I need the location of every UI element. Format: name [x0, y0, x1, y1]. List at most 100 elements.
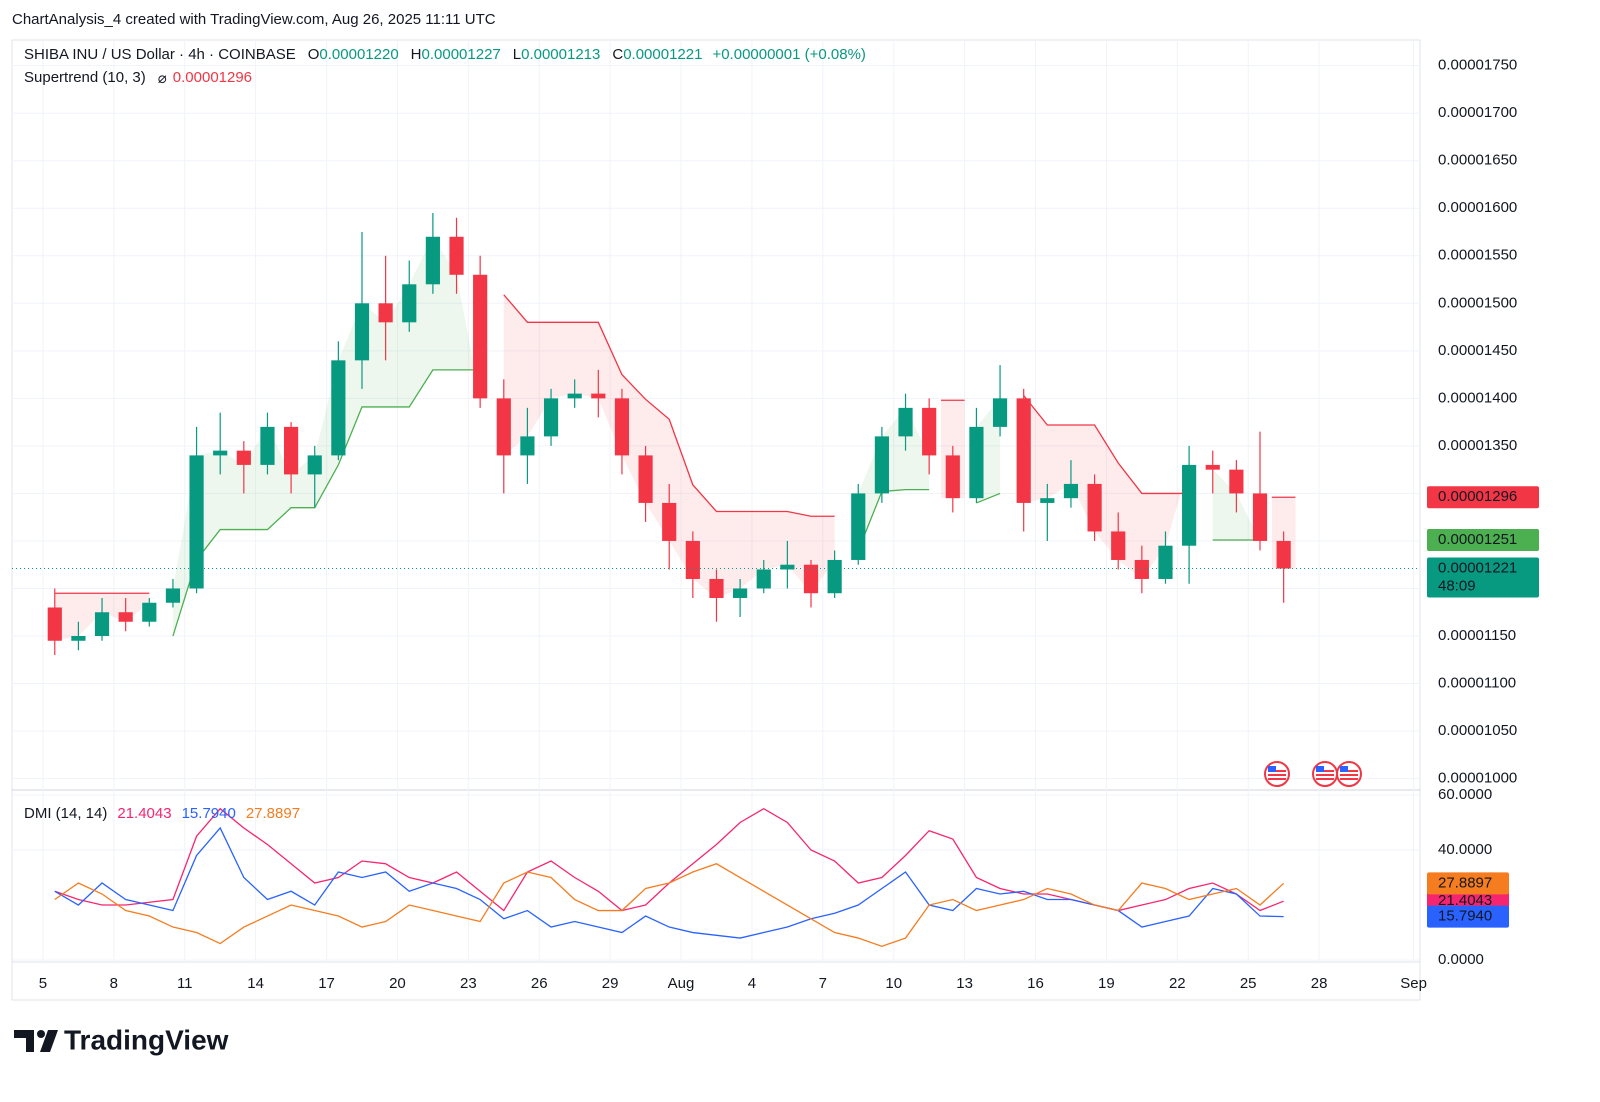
candle-body — [591, 393, 606, 399]
dmi-line — [54, 826, 1284, 939]
x-tick-label: 17 — [318, 975, 335, 992]
x-tick-label: 11 — [177, 975, 193, 992]
candle-body — [118, 612, 133, 622]
candle-body — [1229, 469, 1244, 494]
candle-body — [331, 360, 346, 456]
candle-body — [567, 393, 582, 399]
us-flag[interactable] — [1264, 761, 1290, 787]
indicator-value: 0.00001296 — [172, 69, 253, 86]
candle-body — [733, 588, 748, 598]
ohlc-o: O0.00001220 — [308, 46, 399, 63]
y-tick-label: 0.00001000 — [1438, 770, 1517, 787]
grid — [12, 40, 1420, 962]
candle-body — [1111, 531, 1126, 560]
x-tick-label: 20 — [389, 975, 406, 992]
x-tick-label: 22 — [1169, 975, 1186, 992]
candle-body — [425, 236, 440, 285]
candle-body — [213, 450, 228, 456]
y-tick-label: 0.00001600 — [1438, 199, 1517, 216]
dmi-pane — [54, 807, 1285, 948]
legend-main: SHIBA INU / US Dollar · 4h · COINBASE O0… — [24, 46, 866, 63]
candle-body — [449, 236, 464, 275]
trend-fill — [172, 236, 481, 637]
candle-body — [307, 455, 322, 475]
x-tick-label: 10 — [885, 975, 902, 992]
dmi-tick-label: 0.0000 — [1438, 951, 1484, 968]
candle-body — [284, 426, 299, 475]
candle-body — [1205, 464, 1220, 470]
ohlc-key: H — [410, 46, 422, 63]
candle-body — [236, 450, 251, 465]
candle-body — [402, 284, 417, 323]
candle-body — [260, 426, 275, 465]
candle-body — [614, 398, 630, 456]
candle-body — [874, 436, 889, 494]
event-flags — [1264, 761, 1362, 787]
supertrend-line — [503, 294, 835, 517]
dmi-title: DMI (14, 14) — [24, 805, 108, 822]
candle-body — [922, 407, 937, 456]
candle-body — [709, 578, 724, 598]
y-tick-label: 0.00001100 — [1438, 675, 1516, 692]
y-tick-label: 0.00001450 — [1438, 342, 1517, 359]
brand-logo — [14, 1030, 58, 1052]
x-tick-label: 19 — [1098, 975, 1115, 992]
us-flag[interactable] — [1312, 761, 1338, 787]
price-label: 0.00001251 — [1438, 531, 1517, 548]
candle-body — [803, 564, 819, 594]
dmi-tick-label: 60.0000 — [1438, 786, 1492, 803]
dmi-value-label: 21.4043 — [1438, 892, 1492, 909]
x-tick-label: 16 — [1027, 975, 1044, 992]
supertrend-line — [172, 369, 481, 637]
dmi-legend-value: 27.8897 — [245, 805, 301, 822]
y-tick-label: 0.00001050 — [1438, 722, 1517, 739]
candle-body — [94, 612, 110, 637]
dmi-value-label: 27.8897 — [1438, 874, 1492, 891]
candle-body — [543, 398, 559, 437]
candle-body — [354, 303, 370, 361]
top-note: ChartAnalysis_4 created with TradingView… — [12, 11, 496, 28]
legend-dmi: DMI (14, 14) 21.4043 15.7940 27.8897 — [24, 805, 300, 822]
ohlc-l: L0.00001213 — [513, 46, 601, 63]
x-tick-label: 5 — [39, 975, 47, 992]
candle-body — [1016, 398, 1031, 503]
price-label: 0.00001296 — [1438, 488, 1517, 505]
x-tick-label: 8 — [110, 975, 118, 992]
candle-body — [756, 569, 771, 589]
candle-body — [662, 502, 677, 541]
price-pane — [12, 213, 1420, 656]
dmi-value-box — [1427, 872, 1509, 895]
x-tick-label: Sep — [1400, 975, 1427, 992]
candle-body — [71, 636, 86, 641]
ohlc-value: 0.00001213 — [521, 46, 601, 63]
dmi-legend-value: 21.4043 — [117, 805, 172, 822]
us-flag[interactable] — [1336, 761, 1362, 787]
x-tick-label: 13 — [956, 975, 973, 992]
candle-body — [1276, 540, 1291, 569]
ohlc-value: 0.00001227 — [421, 46, 501, 63]
ohlc-h: H0.00001227 — [411, 46, 501, 63]
candle-body — [496, 398, 511, 456]
trend-fill — [858, 407, 930, 551]
candle-body — [1182, 464, 1197, 546]
candle-body — [969, 426, 984, 499]
candle-body — [780, 564, 795, 570]
x-tick-label: 25 — [1240, 975, 1257, 992]
price-label-box — [1427, 529, 1539, 551]
y-tick-label: 0.00001350 — [1438, 437, 1517, 454]
supertrend-line — [857, 488, 930, 551]
ohlc-key: L — [512, 46, 522, 63]
candle-body — [1087, 483, 1102, 532]
ohlc-c: C0.00001221 — [612, 46, 702, 63]
indicator-symbol: ⌀ — [157, 70, 167, 87]
dmi-line — [54, 807, 1284, 912]
x-tick-label: 14 — [247, 975, 264, 992]
candle-body — [473, 274, 488, 399]
y-tick-label: 0.00001500 — [1438, 294, 1517, 311]
indicator-name: Supertrend (10, 3) — [24, 69, 146, 86]
x-tick-label: 7 — [819, 975, 827, 992]
brand: TradingView — [64, 1024, 229, 1055]
plot-frame — [11, 39, 1421, 1001]
